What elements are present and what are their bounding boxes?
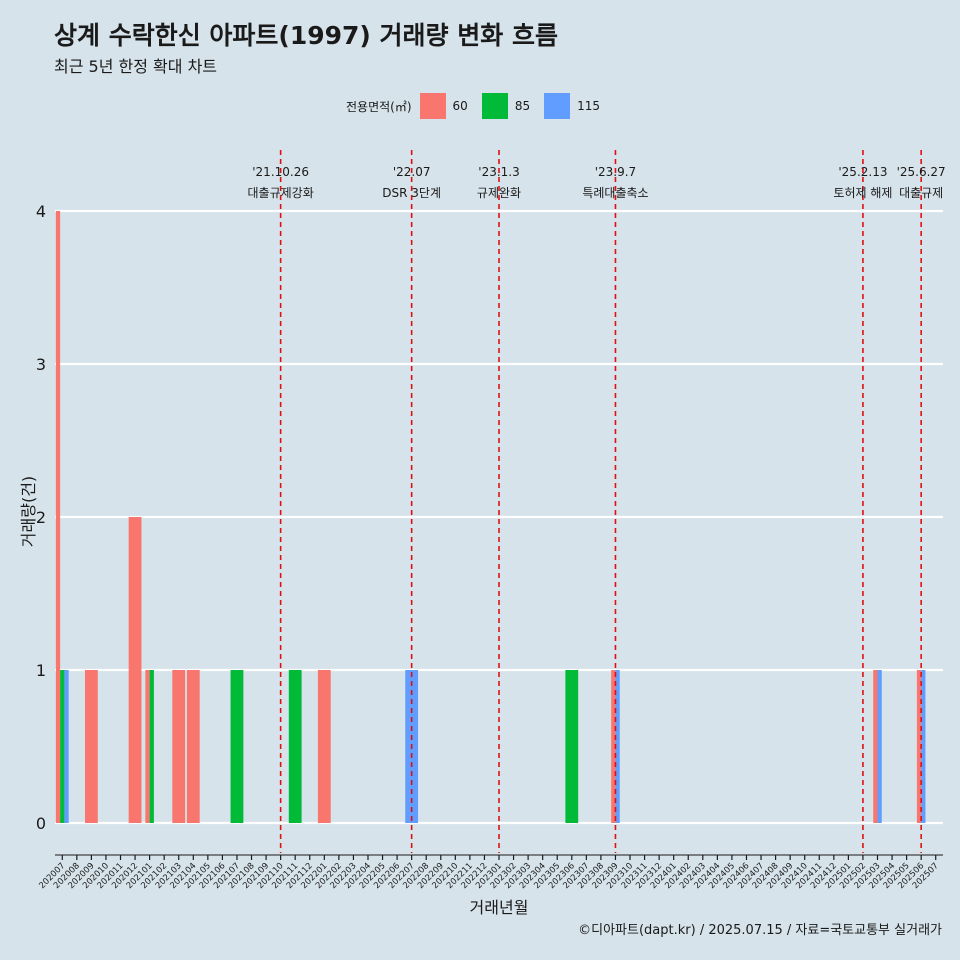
legend-label-85: 85 [514,99,531,113]
bar [149,670,154,823]
legend-item-60: 60 [419,93,468,119]
y-tick-label: 1 [36,661,46,680]
bar [921,670,926,823]
event-label: 규제완화 [477,186,521,200]
legend-item-85: 85 [481,93,531,119]
legend: 전용면적(㎡) 60 85 115 [0,93,960,119]
x-axis-title: 거래년월 [470,898,529,917]
y-tick-label: 4 [36,202,46,221]
bar [317,670,331,823]
bar [916,670,922,823]
event-date-label: '23.1.3 [478,165,519,179]
source-caption: ©디아파트(dapt.kr) / 2025.07.15 / 자료=국토교통부 실… [578,923,942,938]
y-axis-title: 거래량(건) [19,476,38,547]
legend-swatch-60 [419,93,446,119]
legend-title: 전용면적(㎡) [346,99,412,114]
legend-item-115: 115 [544,93,600,119]
event-label: 대출규제강화 [248,186,314,200]
legend-swatch-115 [544,93,571,119]
event-date-label: '25.6.27 [897,165,946,179]
bar [64,670,69,823]
event-date-label: '21.10.26 [252,165,309,179]
bar [615,670,620,823]
event-label: 특례대출축소 [582,186,648,200]
bar [60,670,65,823]
event-date-label: '25.2.13 [838,165,887,179]
bar [186,670,200,823]
bar [230,670,244,823]
bar [873,670,878,823]
y-tick-label: 2 [36,508,46,527]
event-label: 대출규제 [899,186,943,200]
chart-subtitle: 최근 5년 한정 확대 차트 [54,57,218,76]
event-label: DSR 3단계 [382,186,441,200]
bar [128,517,142,823]
y-tick-label: 0 [36,814,46,833]
event-label: 토허제 해제 [833,186,892,200]
event-date-label: '23.9.7 [595,165,636,179]
bar [565,670,579,823]
bar [172,670,186,823]
legend-label-60: 60 [452,99,468,113]
bar [288,670,302,823]
bar [145,670,150,823]
legend-label-115: 115 [577,99,600,113]
event-date-label: '22.07 [393,165,431,179]
legend-swatch-85 [481,93,508,119]
y-tick-label: 3 [36,355,46,374]
bar [877,670,882,823]
chart-title: 상계 수락한신 아파트(1997) 거래량 변화 흐름 [54,21,558,50]
bar [611,670,616,823]
bar [55,211,61,823]
bar [84,670,98,823]
